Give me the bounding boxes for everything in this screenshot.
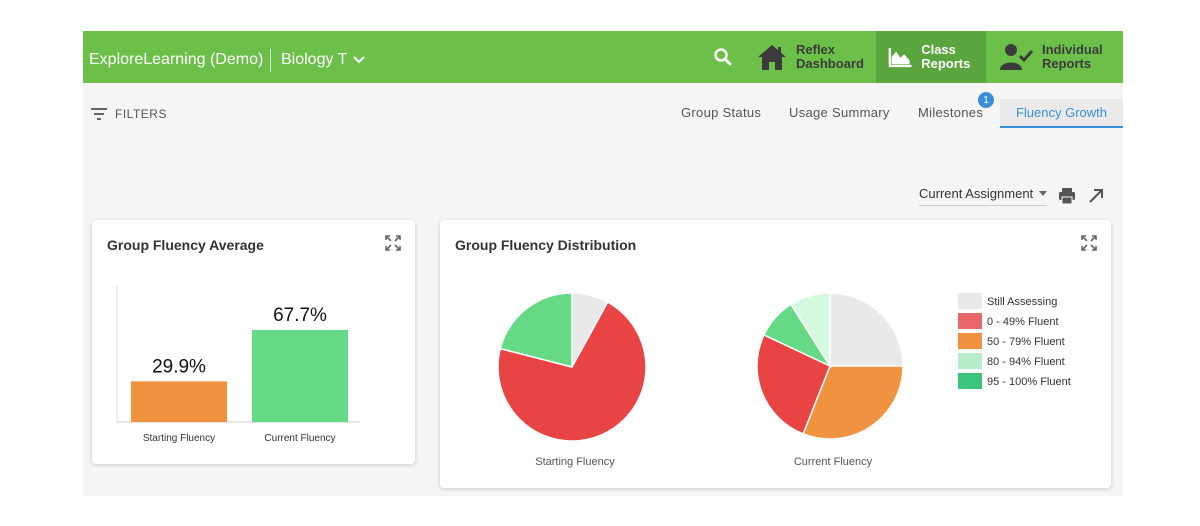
fluency-distribution-card: Group Fluency Distribution Starting Flue… [440, 220, 1111, 488]
legend-swatch [958, 313, 982, 329]
print-icon[interactable] [1058, 187, 1076, 205]
nav-label-line2: Reports [921, 56, 971, 71]
legend-label: 50 - 79% Fluent [987, 336, 1065, 348]
class-selector[interactable]: Biology T [281, 51, 366, 69]
filters-button[interactable]: FILTERS [91, 107, 167, 121]
assignment-select-value: Current Assignment [919, 186, 1034, 201]
area-chart-icon [888, 47, 912, 68]
caret-down-icon [1039, 191, 1048, 196]
nav-label-line2: Dashboard [796, 56, 864, 71]
nav-individual-reports[interactable]: Individual Reports [998, 31, 1123, 83]
open-external-icon[interactable] [1087, 187, 1105, 205]
tab-milestones[interactable]: Milestones [918, 105, 984, 120]
bar-value-label: 67.7% [273, 305, 327, 326]
legend-swatch [958, 353, 982, 369]
legend-label: 0 - 49% Fluent [987, 316, 1059, 328]
expand-icon[interactable] [385, 235, 401, 251]
bar-starting-fluency [131, 381, 227, 422]
pie-caption: Starting Fluency [535, 456, 615, 468]
top-nav-bar: ExploreLearning (Demo) Biology T Reflex … [83, 31, 1123, 83]
person-check-icon [1000, 44, 1034, 70]
chevron-down-icon [353, 56, 366, 64]
legend-label: 80 - 94% Fluent [987, 356, 1065, 368]
x-tick-label: Current Fluency [264, 433, 335, 444]
legend-swatch [958, 373, 982, 389]
tab-usage-summary[interactable]: Usage Summary [789, 105, 890, 120]
filters-label: FILTERS [115, 107, 167, 121]
fluency-distribution-chart: Starting Fluency Current Fluency Still Ass… [497, 292, 1071, 468]
account-name[interactable]: ExploreLearning (Demo) [89, 51, 264, 68]
legend-swatch [958, 293, 982, 309]
legend-label: 95 - 100% Fluent [987, 376, 1071, 388]
header-divider [270, 49, 271, 72]
pie-slice-50-79-fluent[interactable] [802, 365, 904, 440]
bar-current-fluency [252, 329, 348, 422]
app-frame: ExploreLearning (Demo) Biology T Reflex … [83, 31, 1123, 496]
house-icon [758, 45, 786, 70]
class-name: Biology T [281, 51, 348, 68]
legend-label: Still Assessing [987, 296, 1057, 308]
nav-reflex-dashboard[interactable]: Reflex Dashboard [754, 31, 876, 83]
bar-value-label: 29.9% [152, 356, 206, 377]
pie-slice-0-49-fluent[interactable] [497, 301, 647, 442]
pie-slice-95-100-fluent[interactable] [499, 292, 573, 368]
legend-swatch [958, 333, 982, 349]
nav-class-reports[interactable]: Class Reports [876, 31, 986, 83]
expand-icon[interactable] [1081, 235, 1097, 251]
search-icon[interactable] [711, 45, 735, 69]
pie-slice-still-assessing[interactable] [829, 292, 904, 367]
fluency-average-card: Group Fluency Average 29.9% Starting Flue… [92, 220, 415, 464]
assignment-select[interactable]: Current Assignment [919, 186, 1048, 206]
milestones-badge: 1 [978, 92, 994, 108]
nav-label-line1: Reflex [796, 42, 836, 57]
nav-label-line1: Class [921, 42, 956, 57]
x-tick-label: Starting Fluency [143, 433, 215, 444]
card-title: Group Fluency Average [107, 237, 264, 253]
tab-fluency-growth[interactable]: Fluency Growth [1000, 99, 1123, 128]
pie-slice-80-94-fluent[interactable] [789, 292, 831, 369]
filter-icon [91, 108, 107, 120]
nav-label-line1: Individual [1042, 42, 1103, 57]
card-title: Group Fluency Distribution [455, 237, 637, 253]
pie-slice-0-49-fluent[interactable] [756, 333, 831, 435]
fluency-average-chart: 29.9% Starting Fluency 67.7% Current Fluenc… [116, 286, 360, 444]
nav-label-line2: Reports [1042, 56, 1092, 71]
pie-caption: Current Fluency [794, 456, 873, 468]
tab-group-status[interactable]: Group Status [681, 105, 762, 120]
